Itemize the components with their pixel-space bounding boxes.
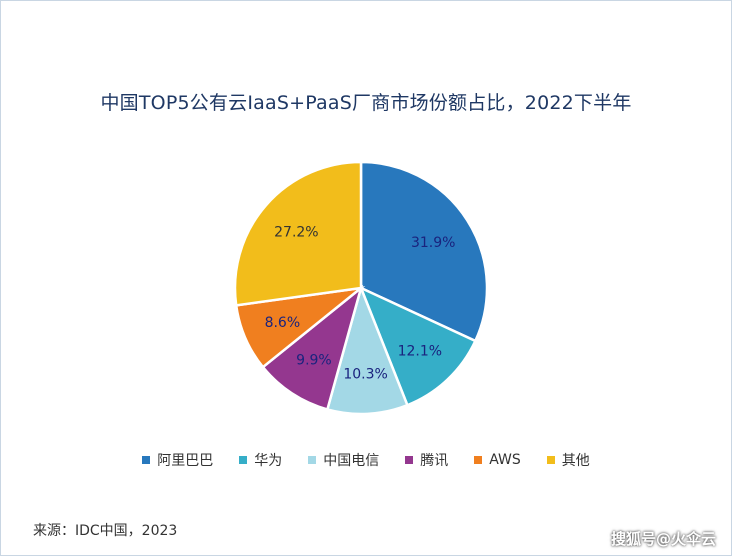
legend: 阿里巴巴 华为 中国电信 腾讯 AWS 其他 — [0, 450, 732, 470]
legend-swatch — [142, 456, 151, 464]
legend-item-huawei: 华为 — [239, 450, 282, 470]
data-label-others: 27.2% — [274, 225, 318, 241]
legend-item-alibaba: 阿里巴巴 — [142, 450, 213, 470]
legend-swatch — [308, 456, 317, 464]
data-label-tencent: 9.9% — [296, 353, 332, 369]
pie-slice-china-telecom — [325, 284, 410, 416]
pie-labels: 31.9% 12.1% 10.3% 9.9% 8.6% 27.2% — [265, 225, 456, 383]
legend-label: 中国电信 — [323, 453, 380, 469]
data-label-alibaba: 31.9% — [411, 235, 455, 251]
chart-title: 中国TOP5公有云IaaS+PaaS厂商市场份额占比，2022下半年 — [100, 92, 632, 114]
pie-slice-alibaba — [359, 160, 489, 343]
source-note: 来源：IDC中国，2023 — [33, 523, 178, 539]
data-label-china-telecom: 10.3% — [343, 367, 387, 383]
legend-label: 其他 — [561, 453, 590, 469]
legend-swatch — [474, 456, 483, 464]
legend-label: 腾讯 — [420, 453, 449, 469]
pie-slice-huawei — [358, 285, 478, 407]
legend-swatch — [239, 456, 248, 464]
watermark: 搜狐号@火伞云 — [610, 530, 716, 548]
legend-swatch — [546, 456, 555, 464]
data-label-aws: 8.6% — [265, 315, 301, 331]
legend-swatch — [405, 456, 414, 464]
legend-label: AWS — [489, 452, 521, 468]
legend-label: 阿里巴巴 — [157, 453, 214, 469]
pie-slice-others — [233, 160, 363, 307]
legend-label: 华为 — [254, 453, 283, 469]
legend-item-aws: AWS — [474, 450, 521, 470]
legend-item-tencent: 腾讯 — [405, 450, 448, 470]
data-label-huawei: 12.1% — [398, 343, 442, 359]
legend-item-china-telecom: 中国电信 — [308, 450, 379, 470]
legend-item-others: 其他 — [546, 450, 590, 470]
pie-slices — [233, 160, 489, 416]
pie-slice-tencent — [261, 284, 364, 411]
